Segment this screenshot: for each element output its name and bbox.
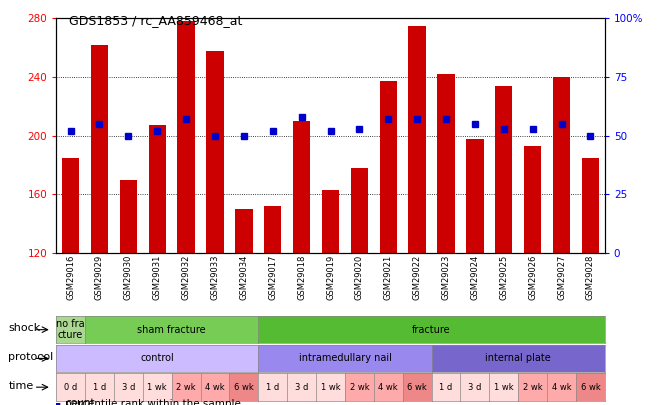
Text: GDS1853 / rc_AA859468_at: GDS1853 / rc_AA859468_at (69, 14, 243, 27)
Bar (438, 74, 455, 253)
Bar (120, 180, 137, 253)
Bar (293, 121, 310, 253)
Bar (495, 86, 512, 253)
Bar (524, 146, 541, 253)
Text: 2 wk: 2 wk (176, 383, 196, 392)
Text: 3 d: 3 d (122, 383, 135, 392)
Text: protocol: protocol (9, 352, 54, 362)
Text: count: count (65, 399, 95, 405)
Text: 4 wk: 4 wk (205, 383, 225, 392)
Text: 3 d: 3 d (295, 383, 308, 392)
Bar (177, 21, 195, 253)
Bar (553, 77, 570, 253)
Text: no fra
cture: no fra cture (56, 319, 85, 341)
Text: control: control (140, 354, 174, 363)
Text: 6 wk: 6 wk (580, 383, 600, 392)
Bar (264, 206, 282, 253)
Bar (466, 139, 484, 253)
Text: 1 d: 1 d (266, 383, 280, 392)
Text: 1 wk: 1 wk (147, 383, 167, 392)
Text: percentile rank within the sample: percentile rank within the sample (65, 399, 241, 405)
Text: sham fracture: sham fracture (137, 325, 206, 335)
Text: time: time (9, 381, 34, 391)
Text: 3 d: 3 d (468, 383, 482, 392)
Bar (322, 190, 339, 253)
Text: 4 wk: 4 wk (552, 383, 571, 392)
Bar (149, 126, 166, 253)
Text: 4 wk: 4 wk (379, 383, 398, 392)
Bar (91, 45, 108, 253)
Text: internal plate: internal plate (485, 354, 551, 363)
Text: shock: shock (9, 323, 41, 333)
Bar (379, 81, 397, 253)
Text: 1 wk: 1 wk (494, 383, 514, 392)
Text: 1 d: 1 d (440, 383, 453, 392)
Text: 0 d: 0 d (64, 383, 77, 392)
Bar (351, 168, 368, 253)
Text: 2 wk: 2 wk (523, 383, 543, 392)
Bar (408, 26, 426, 253)
Text: 6 wk: 6 wk (234, 383, 254, 392)
Bar (206, 51, 223, 253)
Text: intramedullary nail: intramedullary nail (299, 354, 391, 363)
Text: fracture: fracture (412, 325, 451, 335)
Bar (582, 158, 599, 253)
Text: 2 wk: 2 wk (350, 383, 369, 392)
Bar (62, 158, 79, 253)
Bar (235, 209, 253, 253)
Text: 6 wk: 6 wk (407, 383, 427, 392)
Text: 1 d: 1 d (93, 383, 106, 392)
Text: 1 wk: 1 wk (321, 383, 340, 392)
